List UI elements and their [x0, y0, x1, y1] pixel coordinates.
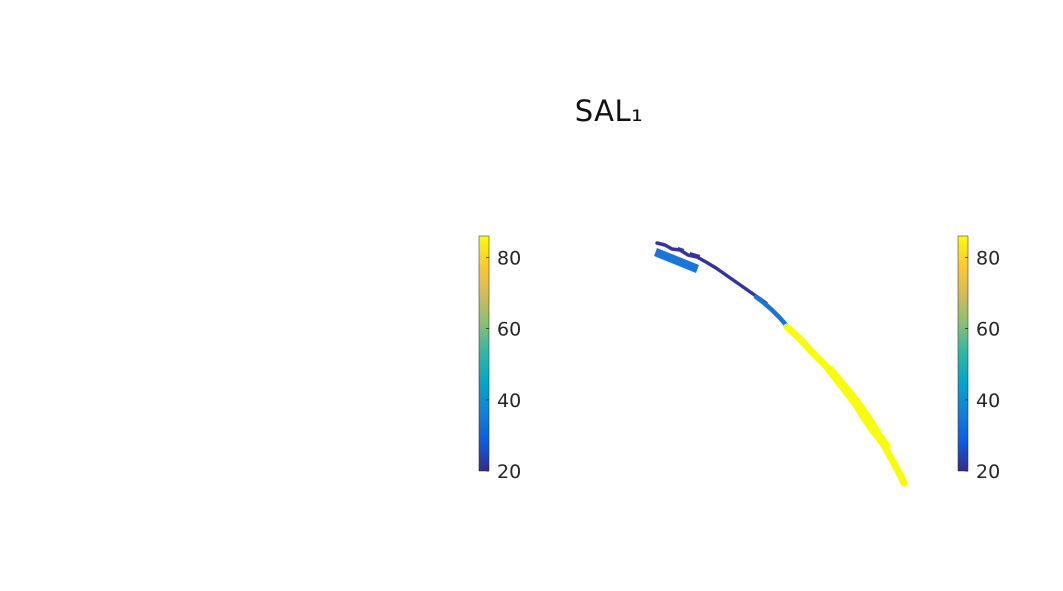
yellow-segment-tail [882, 444, 907, 486]
left-colorbar: 20 40 60 80 [478, 235, 521, 483]
right-colorbar-ticks: 20 40 60 80 [965, 247, 1000, 483]
dark-blue-segment [655, 241, 768, 305]
colorbar-tick-label: 60 [976, 319, 1000, 341]
blue-rectangle [654, 248, 699, 273]
colorbar-tick-label: 20 [976, 461, 1000, 483]
yellow-segment [783, 323, 908, 487]
arc-plot [654, 241, 908, 487]
left-colorbar-gradient [478, 235, 490, 472]
colorbar-tick-label: 20 [497, 461, 521, 483]
right-colorbar-gradient [957, 235, 969, 472]
right-colorbar: 20 40 60 80 [957, 235, 1000, 483]
blue-segment [753, 294, 790, 329]
yellow-segment-edge [825, 365, 891, 451]
colorbar-tick-label: 40 [497, 390, 521, 412]
colorbar-tick-label: 80 [497, 247, 521, 269]
colorbar-tick-label: 40 [976, 390, 1000, 412]
colorbar-tick-label: 60 [497, 319, 521, 341]
figure-title: SAL₁ [574, 94, 644, 128]
colorbar-tick-label: 80 [976, 247, 1000, 269]
dark-blue-speck [677, 247, 701, 257]
left-colorbar-ticks: 20 40 60 80 [486, 247, 521, 483]
